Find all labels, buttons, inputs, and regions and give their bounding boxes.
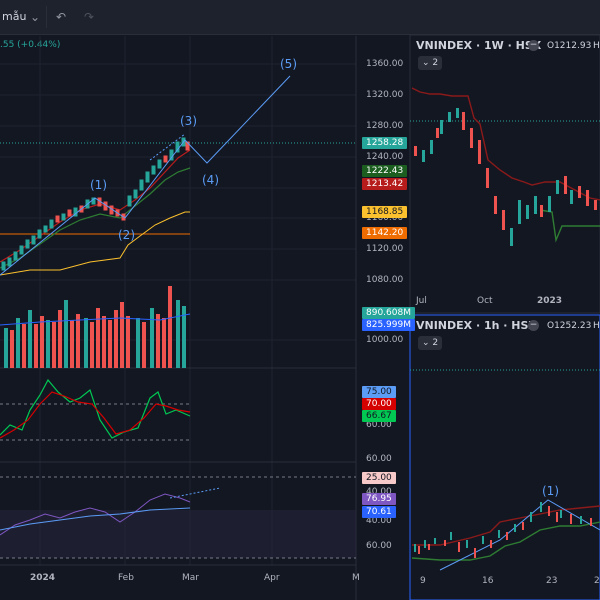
weekly-chart-title[interactable]: VNINDEX · 1W · HSX (416, 39, 542, 52)
volume-ma-tag: 825.999M (362, 319, 415, 331)
minus-icon[interactable]: − (528, 320, 539, 331)
hourly-time-label: 9 (420, 576, 426, 586)
wave-label-3[interactable]: (3) (180, 114, 197, 128)
toolbar-divider (46, 6, 47, 28)
hourly-ma-red (412, 505, 600, 546)
wave-dotted-line (149, 133, 186, 161)
time-axis-label: Feb (118, 573, 134, 583)
hourly-indicator-count: 2 (432, 338, 439, 348)
weekly-indicator-badge[interactable]: ⌄ 2 (418, 56, 443, 70)
oscillator-axis-label: 60.00 (366, 420, 392, 430)
price-axis-label: 1240.00 (366, 152, 404, 162)
time-axis-label: 2024 (30, 573, 56, 583)
hourly-ohlc-high: H (593, 321, 600, 331)
hourly-time-label: 23 (546, 576, 558, 586)
time-axis-label: Apr (264, 573, 280, 583)
template-label[interactable]: mẫu (2, 10, 27, 23)
hourly-chart-frame[interactable] (409, 314, 600, 600)
elliott-wave-line[interactable] (0, 75, 291, 276)
rsi-axis-label: 40.00 (366, 516, 392, 526)
minus-icon[interactable]: − (528, 40, 539, 51)
rsi-ma-tag: 70.61 (362, 506, 396, 518)
top-toolbar: mẫu ⌄ ↶ ↷ (0, 0, 600, 35)
support-tag: 1142.20 (362, 227, 408, 239)
wave-label-4[interactable]: (4) (202, 173, 219, 187)
ma-green-tag: 1222.43 (362, 165, 408, 177)
rsi-line (0, 493, 191, 536)
weekly-time-label: 2023 (537, 296, 563, 306)
price-axis-label: 1160.00 (366, 213, 404, 223)
volume-axis-label: 1000.00 (366, 335, 404, 345)
channel-lower-line (0, 211, 190, 276)
weekly-time-label: Oct (477, 296, 493, 306)
hourly-ohlc-open: O1252.23 (547, 321, 592, 331)
stochastic-k-line (0, 378, 191, 439)
weekly-candles (414, 108, 597, 246)
price-axis-label: 1080.00 (366, 275, 404, 285)
undo-icon[interactable]: ↶ (55, 10, 67, 24)
stoch-level-tag: 75.00 (362, 386, 396, 398)
hourly-indicator-badge[interactable]: ⌄ 2 (418, 336, 443, 350)
rsi-axis-label: 60.00 (366, 541, 392, 551)
hourly-wave-line[interactable] (439, 499, 600, 571)
price-axis-label: 1280.00 (366, 121, 404, 131)
hourly-time-label: 16 (482, 576, 494, 586)
rsi-projection (169, 487, 221, 499)
price-axis-label: 1320.00 (366, 90, 404, 100)
rsi-ma-line (0, 507, 191, 531)
rsi-axis-label: 40.00 (366, 487, 392, 497)
hourly-candles (414, 502, 592, 558)
hourly-wave-label[interactable]: (1) (542, 484, 559, 498)
time-axis-label: Mar (182, 573, 199, 583)
redo-icon[interactable]: ↷ (83, 10, 95, 24)
price-axis-label: 1360.00 (366, 59, 404, 69)
chevron-down-icon[interactable]: ⌄ (29, 10, 41, 24)
stochastic-d-line (0, 391, 191, 439)
rsi-band (0, 510, 356, 558)
moving-average-green (0, 167, 191, 269)
change-readout: .55 (+0.44%) (0, 40, 61, 50)
rsi-level-tag: 25.00 (362, 472, 396, 484)
chevron-down-icon: ⌄ (422, 338, 433, 348)
channel-tag: 1168.85 (362, 206, 408, 218)
weekly-time-label: Jul (416, 296, 427, 306)
wave-label-2[interactable]: (2) (118, 228, 135, 242)
hourly-time-label: 2 (594, 576, 600, 586)
price-axis-label: 1120.00 (366, 244, 404, 254)
weekly-ohlc-open: O1212.93 (547, 41, 592, 51)
hourly-chart-title[interactable]: VNINDEX · 1h · HSX (416, 319, 537, 332)
volume-bars (0, 286, 191, 368)
oscillator-axis-label: 60.00 (366, 454, 392, 464)
weekly-ma-red (411, 87, 600, 201)
stoch-d-tag: 70.00 (362, 398, 396, 410)
hourly-ma-green (411, 521, 600, 561)
weekly-indicator-count: 2 (432, 58, 439, 68)
time-axis-label: M (352, 573, 360, 583)
stoch-k-tag: 66.67 (362, 410, 396, 422)
rsi-tag: 76.95 (362, 493, 396, 505)
last-price-tag: 1258.28 (362, 137, 408, 149)
weekly-ohlc-high: H (593, 41, 600, 51)
wave-label-5[interactable]: (5) (280, 57, 297, 71)
volume-tag: 890.608M (362, 307, 415, 319)
chevron-down-icon: ⌄ (422, 58, 433, 68)
ma-red-tag: 1213.42 (362, 178, 408, 190)
wave-label-1[interactable]: (1) (90, 178, 107, 192)
